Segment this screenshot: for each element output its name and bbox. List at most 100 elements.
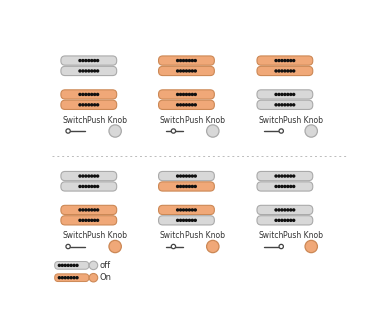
Circle shape: [82, 104, 84, 106]
Circle shape: [182, 209, 185, 211]
Circle shape: [85, 94, 87, 96]
Circle shape: [281, 186, 283, 188]
Circle shape: [94, 175, 96, 177]
Circle shape: [91, 59, 93, 61]
FancyBboxPatch shape: [257, 56, 313, 65]
Circle shape: [177, 186, 178, 188]
FancyBboxPatch shape: [257, 205, 313, 214]
Circle shape: [91, 219, 93, 221]
Circle shape: [182, 94, 185, 96]
Circle shape: [189, 70, 191, 72]
Circle shape: [290, 175, 292, 177]
Text: Push Knob: Push Knob: [185, 116, 225, 125]
Circle shape: [281, 59, 283, 61]
Circle shape: [177, 94, 178, 96]
Circle shape: [287, 70, 289, 72]
Circle shape: [97, 209, 99, 211]
Circle shape: [284, 94, 286, 96]
Circle shape: [278, 209, 280, 211]
Circle shape: [67, 277, 69, 279]
Circle shape: [180, 70, 182, 72]
Circle shape: [88, 186, 90, 188]
Circle shape: [278, 70, 280, 72]
FancyBboxPatch shape: [61, 182, 117, 191]
Circle shape: [290, 104, 292, 106]
Circle shape: [97, 70, 99, 72]
Circle shape: [64, 277, 66, 279]
FancyBboxPatch shape: [257, 100, 313, 110]
Circle shape: [287, 59, 289, 61]
Circle shape: [79, 94, 81, 96]
Circle shape: [185, 59, 187, 61]
Circle shape: [177, 209, 178, 211]
Circle shape: [171, 129, 176, 133]
Text: Push Knob: Push Knob: [87, 116, 127, 125]
Circle shape: [281, 94, 283, 96]
FancyBboxPatch shape: [61, 66, 117, 76]
Circle shape: [82, 219, 84, 221]
Circle shape: [194, 94, 196, 96]
Circle shape: [61, 264, 63, 266]
Circle shape: [88, 219, 90, 221]
Circle shape: [91, 209, 93, 211]
Circle shape: [64, 264, 66, 266]
Text: Push Knob: Push Knob: [284, 231, 324, 240]
Circle shape: [88, 104, 90, 106]
Circle shape: [206, 240, 219, 253]
Circle shape: [305, 125, 317, 137]
Circle shape: [85, 209, 87, 211]
Circle shape: [85, 104, 87, 106]
Circle shape: [189, 209, 191, 211]
Circle shape: [79, 70, 81, 72]
Circle shape: [185, 209, 187, 211]
FancyBboxPatch shape: [159, 182, 214, 191]
Circle shape: [182, 70, 185, 72]
Circle shape: [79, 186, 81, 188]
Circle shape: [91, 70, 93, 72]
Circle shape: [287, 94, 289, 96]
Circle shape: [290, 94, 292, 96]
Circle shape: [58, 264, 61, 266]
Circle shape: [194, 59, 196, 61]
Circle shape: [194, 219, 196, 221]
FancyBboxPatch shape: [159, 90, 214, 99]
Circle shape: [284, 219, 286, 221]
FancyBboxPatch shape: [159, 100, 214, 110]
Circle shape: [94, 70, 96, 72]
Circle shape: [79, 104, 81, 106]
Circle shape: [85, 175, 87, 177]
Circle shape: [85, 70, 87, 72]
Circle shape: [73, 264, 75, 266]
Circle shape: [58, 277, 61, 279]
Circle shape: [79, 59, 81, 61]
Circle shape: [278, 186, 280, 188]
Circle shape: [97, 94, 99, 96]
Text: Switch: Switch: [258, 231, 284, 240]
Circle shape: [91, 94, 93, 96]
Circle shape: [290, 186, 292, 188]
Circle shape: [73, 277, 75, 279]
Circle shape: [293, 59, 295, 61]
Circle shape: [94, 59, 96, 61]
Circle shape: [287, 186, 289, 188]
Circle shape: [82, 70, 84, 72]
Circle shape: [88, 59, 90, 61]
Circle shape: [97, 186, 99, 188]
Circle shape: [191, 104, 193, 106]
Circle shape: [70, 264, 72, 266]
Circle shape: [194, 70, 196, 72]
Circle shape: [180, 219, 182, 221]
Circle shape: [305, 240, 317, 253]
Circle shape: [278, 175, 280, 177]
Circle shape: [275, 175, 277, 177]
FancyBboxPatch shape: [55, 262, 89, 269]
Circle shape: [194, 175, 196, 177]
Circle shape: [284, 104, 286, 106]
Circle shape: [94, 104, 96, 106]
Circle shape: [279, 129, 283, 133]
Circle shape: [191, 186, 193, 188]
Circle shape: [275, 104, 277, 106]
FancyBboxPatch shape: [61, 100, 117, 110]
Circle shape: [275, 209, 277, 211]
Circle shape: [66, 129, 70, 133]
